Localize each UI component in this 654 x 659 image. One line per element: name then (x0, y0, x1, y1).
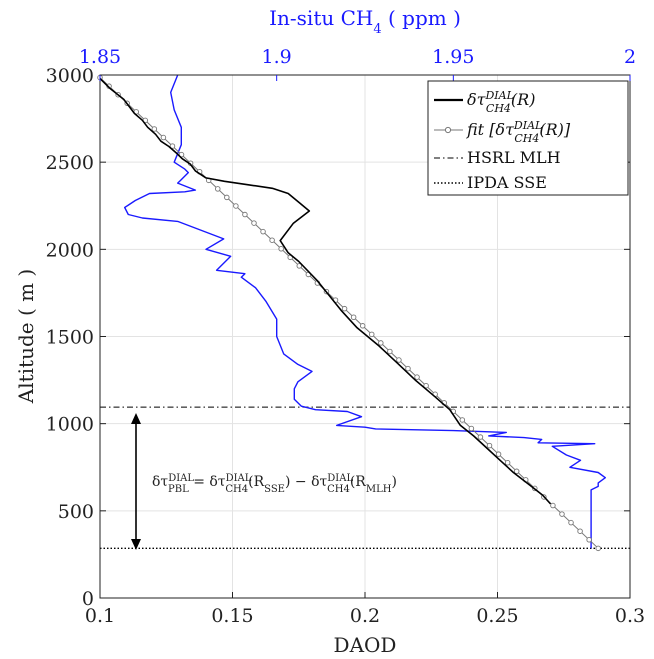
fit-marker (477, 434, 484, 440)
y-axis-label: Altitude ( m ) (14, 269, 38, 404)
fit-marker (513, 468, 520, 475)
reference-lines (100, 406, 630, 550)
fit-marker (169, 143, 176, 149)
fit-marker (242, 211, 248, 218)
x-tick-label: 0.15 (211, 605, 253, 627)
fit-marker (269, 237, 275, 243)
x-tick-label: 0.25 (476, 605, 518, 627)
fit-marker (278, 246, 284, 252)
top-tick-label: 1.9 (262, 46, 292, 68)
fit-marker (568, 519, 574, 526)
y-tick-label: 3000 (46, 65, 94, 87)
top-axis-label: In-situ CH4 ( ppm ) (269, 6, 461, 37)
legend-item-hsrl: HSRL MLH (467, 148, 561, 167)
fit-marker (260, 228, 266, 235)
fit-marker (423, 382, 429, 389)
fit-marker (224, 194, 230, 201)
fit-marker (459, 417, 466, 423)
legend: δτDIAL CH4(R) fit [δτDIAL CH4(R)] HSRL MLH… (427, 80, 629, 196)
y-tick-label: 1500 (46, 327, 94, 349)
fit-marker (414, 374, 420, 380)
fit-marker (577, 528, 583, 534)
fit-marker (359, 323, 366, 329)
series-layer (97, 74, 606, 552)
x-tick-label: 0.3 (615, 605, 645, 627)
y-tick-label: 500 (58, 501, 94, 523)
pbl-equation: δτDIAL PBL = δτDIAL CH4(RSSE) − δτDIAL CH4(… (152, 473, 397, 495)
fit-marker (495, 451, 502, 457)
fit-marker (550, 502, 556, 509)
y-tick-label: 1000 (46, 414, 94, 436)
legend-box (427, 80, 629, 196)
fit-marker (486, 442, 493, 449)
fit-marker (387, 348, 393, 355)
fit-marker (405, 365, 411, 372)
fit-marker (396, 357, 402, 363)
fit-marker (215, 186, 221, 192)
fit-marker (368, 331, 375, 338)
y-tick-label: 2000 (46, 239, 94, 261)
y-tick-label: 2500 (46, 152, 94, 174)
fit-marker (595, 545, 601, 552)
fit-marker (233, 203, 239, 209)
legend-swatch-fit-marker (444, 126, 452, 134)
series-insitu-ch4 (123, 74, 606, 549)
fit-marker (296, 263, 303, 269)
x-tick-label: 0.2 (350, 605, 380, 627)
fit-marker (559, 511, 565, 517)
fit-marker (341, 305, 348, 312)
top-tick-label: 1.85 (79, 46, 121, 68)
fit-marker (251, 220, 257, 226)
top-tick-label: 1.95 (432, 46, 474, 68)
fit-marker (378, 340, 384, 346)
series-dial (99, 77, 552, 505)
fit-marker (468, 425, 475, 432)
fit-marker (504, 459, 511, 466)
x-tick-label: 0.1 (85, 605, 115, 627)
fit-marker (151, 126, 158, 132)
fit-marker (586, 537, 592, 543)
y-tick-label: 0 (82, 588, 94, 610)
tick-layer: 0.1 0.15 0.2 0.25 0.3 0 500 1000 1500 2000 2500 300… (46, 46, 645, 627)
fit-marker (350, 314, 357, 320)
pbl-arrow (131, 413, 141, 550)
legend-item-ipda: IPDA SSE (467, 173, 547, 192)
top-tick-label: 2 (624, 46, 636, 68)
fit-marker (160, 134, 167, 141)
x-axis-label: DAOD (334, 633, 397, 657)
